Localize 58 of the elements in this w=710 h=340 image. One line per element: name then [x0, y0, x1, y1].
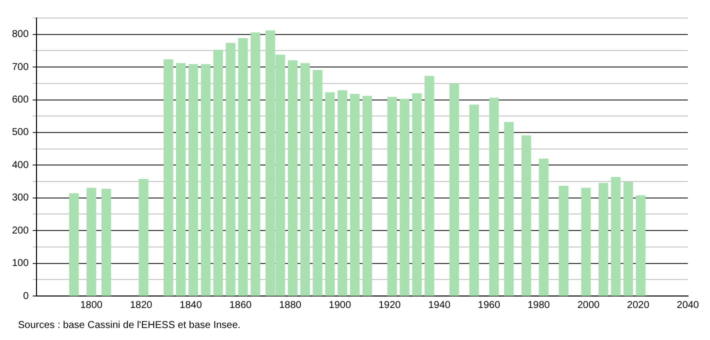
- source-note: Sources : base Cassini de l'EHESS et base Insee.: [18, 320, 242, 331]
- y-tick-label: 300: [12, 192, 30, 204]
- bar: [101, 188, 112, 296]
- x-tick-label: 1820: [130, 300, 153, 311]
- x-tick-label: 1880: [279, 300, 302, 311]
- bar: [521, 135, 532, 296]
- bar: [400, 98, 410, 296]
- y-tick-label: 700: [12, 62, 30, 73]
- x-tick-label: 1920: [378, 300, 402, 311]
- bar: [300, 63, 310, 296]
- bar: [226, 42, 236, 296]
- bar: [288, 60, 298, 296]
- bar: [138, 178, 148, 296]
- x-tick-label: 1900: [328, 300, 352, 311]
- y-tick-label: 100: [12, 258, 30, 270]
- bar: [424, 76, 434, 296]
- bar: [623, 182, 634, 296]
- y-tick-label: 200: [12, 225, 30, 236]
- x-tick-label: 1960: [478, 300, 501, 311]
- bar: [213, 50, 223, 296]
- y-tick-label: 0: [23, 290, 30, 302]
- x-tick-label: 2000: [577, 300, 600, 311]
- bar: [610, 176, 621, 296]
- bar: [69, 193, 79, 296]
- x-tick-label: 1860: [229, 300, 252, 311]
- bar: [238, 38, 248, 296]
- bar: [489, 98, 499, 296]
- x-tick-label: 1940: [428, 300, 451, 311]
- bar: [312, 70, 322, 296]
- x-tick-label: 2040: [676, 300, 700, 311]
- bar: [250, 32, 260, 296]
- bar: [412, 93, 422, 296]
- bar: [200, 64, 211, 296]
- bar: [86, 188, 96, 296]
- y-tick-label: 600: [12, 94, 30, 106]
- x-tick-label: 1980: [528, 300, 550, 311]
- y-tick-label: 800: [12, 29, 30, 40]
- bar: [350, 94, 360, 296]
- x-tick-label: 1800: [80, 300, 103, 311]
- bar: [176, 63, 186, 296]
- bar: [188, 64, 198, 296]
- bar: [504, 122, 514, 296]
- bar: [581, 188, 591, 296]
- bar: [538, 158, 549, 296]
- bar: [325, 92, 335, 296]
- y-tick-label: 400: [12, 160, 30, 171]
- x-tick-label: 1840: [180, 300, 202, 311]
- bar: [338, 90, 348, 296]
- bar: [362, 96, 372, 296]
- bar: [387, 96, 397, 296]
- bar: [469, 104, 479, 296]
- bar: [449, 83, 460, 296]
- bar: [598, 182, 608, 296]
- bar: [558, 186, 568, 296]
- x-tick-label: 2020: [627, 300, 650, 311]
- bar: [164, 59, 174, 296]
- bar: [636, 195, 646, 296]
- y-tick-label: 500: [12, 127, 30, 138]
